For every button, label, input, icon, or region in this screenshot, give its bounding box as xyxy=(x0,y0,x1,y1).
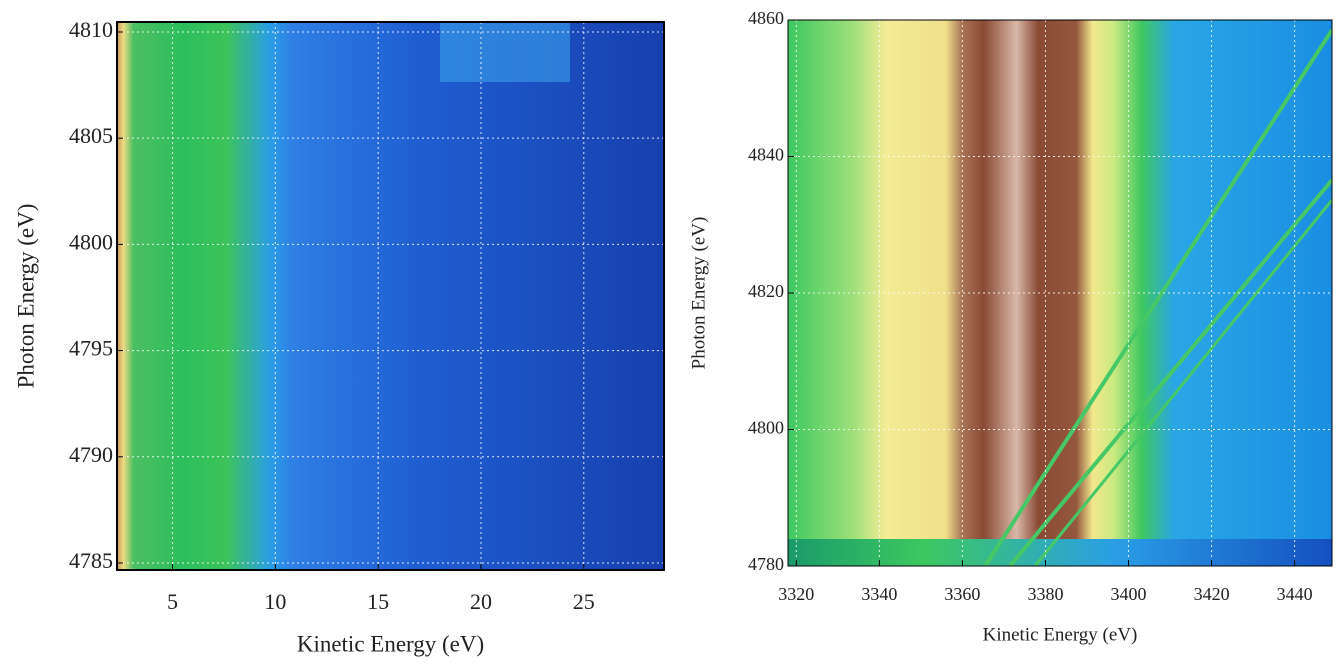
y-tick-label: 4810 xyxy=(69,17,113,42)
heatmap-band xyxy=(788,539,1332,566)
y-tick-label: 4795 xyxy=(69,336,113,361)
heatmap-streak xyxy=(983,28,1332,566)
x-tick-label: 10 xyxy=(264,589,286,614)
plot-frame xyxy=(116,21,665,571)
x-tick-label: 15 xyxy=(367,589,389,614)
y-tick-label: 4785 xyxy=(69,548,113,573)
heatmap-streak xyxy=(1008,178,1332,566)
y-tick-label: 4780 xyxy=(748,554,784,574)
x-tick-label: 25 xyxy=(573,589,595,614)
x-tick-label: 3340 xyxy=(861,584,897,604)
x-tick-label: 3440 xyxy=(1277,584,1313,604)
y-tick-label: 4800 xyxy=(69,229,113,254)
y-tick-label: 4800 xyxy=(748,418,784,438)
y-tick-label: 4790 xyxy=(69,442,113,467)
y-tick-label: 4805 xyxy=(69,123,113,148)
x-tick-label: 3360 xyxy=(944,584,980,604)
heatmap-patch xyxy=(440,22,570,82)
y-tick-label: 4860 xyxy=(748,8,784,28)
x-tick-label: 20 xyxy=(470,589,492,614)
x-tick-label: 3380 xyxy=(1027,584,1063,604)
y-tick-label: 4820 xyxy=(748,281,784,301)
plot-frame xyxy=(787,19,1333,567)
x-axis-label: Kinetic Energy (eV) xyxy=(983,624,1138,645)
axes: 5 10 15 20 25 4785 4790 4795 4800 4805 4810 Kinetic… xyxy=(13,8,1333,656)
x-tick-label: 3400 xyxy=(1111,584,1147,604)
heatmap-image xyxy=(117,22,664,570)
y-axis-label: Photon Energy (eV) xyxy=(13,204,38,389)
x-tick-label: 3320 xyxy=(778,584,814,604)
y-tick-label: 4840 xyxy=(748,145,784,165)
heatmap-streak xyxy=(1033,199,1332,566)
x-tick-label: 5 xyxy=(167,589,178,614)
y-axis-label: Photon Energy (eV) xyxy=(688,217,709,370)
x-tick-label: 3420 xyxy=(1194,584,1230,604)
x-axis-label: Kinetic Energy (eV) xyxy=(297,631,484,656)
